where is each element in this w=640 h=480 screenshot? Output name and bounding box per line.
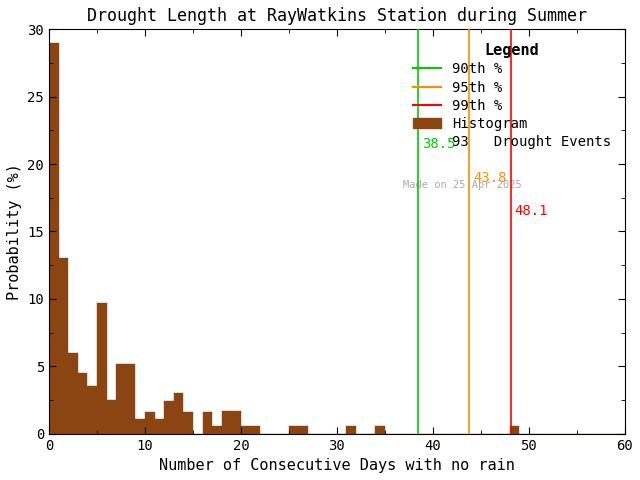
Bar — [68, 353, 78, 433]
Text: Made on 25 Apr 2025: Made on 25 Apr 2025 — [403, 180, 522, 190]
Bar — [346, 426, 356, 433]
Bar — [78, 373, 88, 433]
Bar — [126, 363, 136, 433]
Bar — [289, 426, 298, 433]
Legend: 90th %, 95th %, 99th %, Histogram, 93   Drought Events: 90th %, 95th %, 99th %, Histogram, 93 Dr… — [406, 36, 618, 156]
Bar — [251, 426, 260, 433]
Bar — [174, 393, 184, 433]
Bar — [232, 411, 241, 433]
Title: Drought Length at RayWatkins Station during Summer: Drought Length at RayWatkins Station dur… — [87, 7, 587, 25]
Y-axis label: Probability (%): Probability (%) — [7, 163, 22, 300]
Bar — [59, 258, 68, 433]
Bar — [49, 43, 59, 433]
Bar — [145, 412, 155, 433]
Bar — [241, 426, 251, 433]
Bar — [116, 363, 126, 433]
Text: 43.8: 43.8 — [473, 170, 507, 184]
Bar — [298, 426, 308, 433]
Bar — [184, 412, 193, 433]
Bar — [164, 401, 174, 433]
Bar — [375, 426, 385, 433]
Bar — [203, 412, 212, 433]
Bar — [509, 426, 519, 433]
Bar — [97, 303, 107, 433]
Text: 38.5: 38.5 — [422, 137, 456, 151]
X-axis label: Number of Consecutive Days with no rain: Number of Consecutive Days with no rain — [159, 458, 515, 473]
Bar — [222, 411, 232, 433]
Text: 48.1: 48.1 — [515, 204, 548, 218]
Bar — [107, 400, 116, 433]
Bar — [155, 419, 164, 433]
Bar — [136, 419, 145, 433]
Bar — [212, 426, 222, 433]
Bar — [88, 386, 97, 433]
